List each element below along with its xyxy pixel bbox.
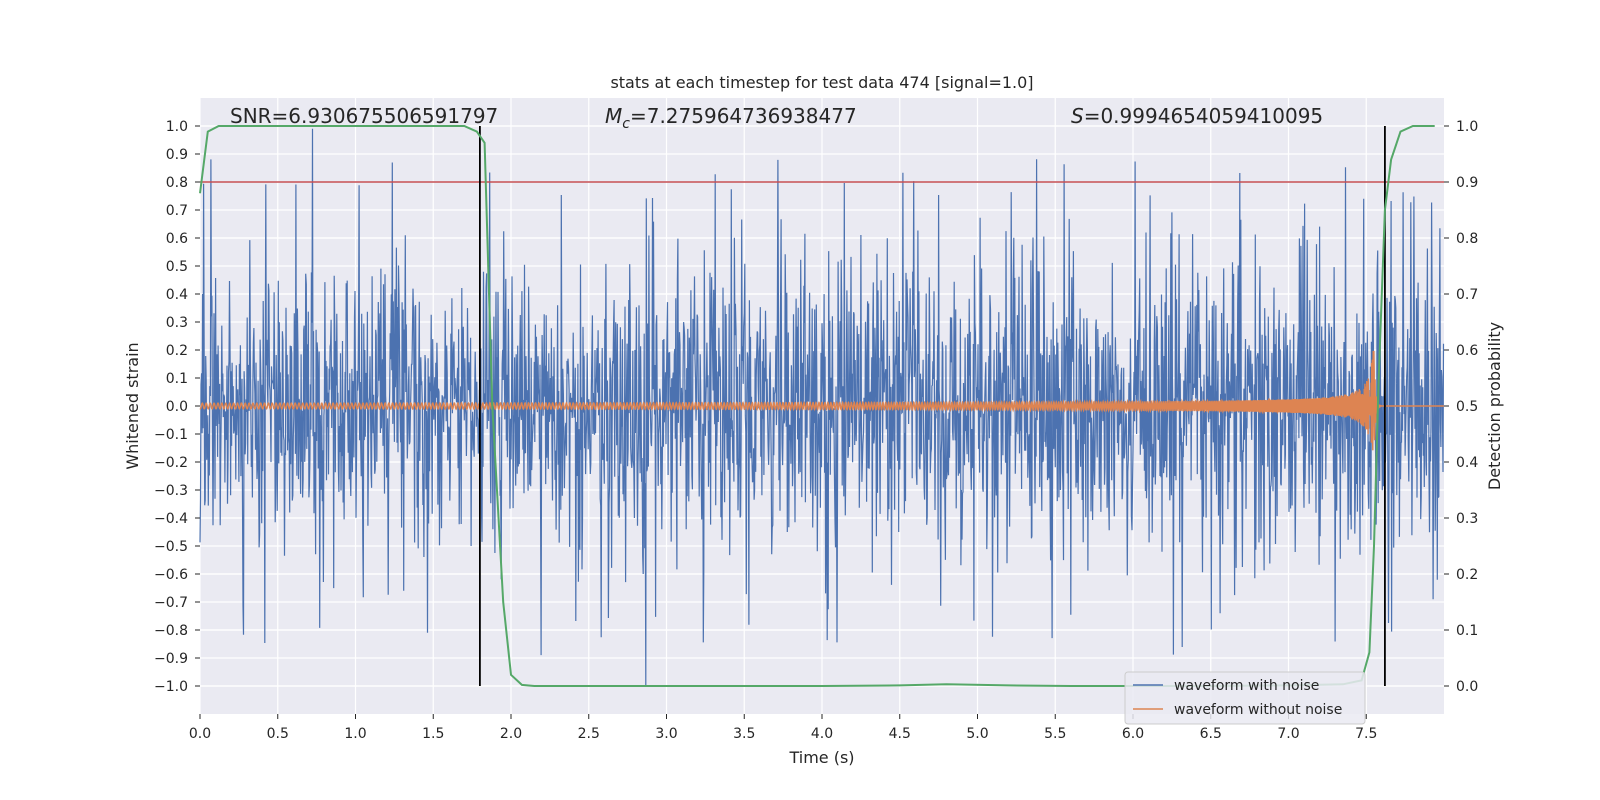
y-left-tick-label-5: 0.5 bbox=[166, 259, 188, 275]
chart-title: stats at each timestep for test data 474… bbox=[610, 73, 1033, 92]
legend-box bbox=[1124, 671, 1366, 725]
legend-label-clean: waveform without noise bbox=[1174, 702, 1342, 718]
y-right-tick-label-9: 0.1 bbox=[1456, 623, 1478, 639]
x-tick-label-11: 5.5 bbox=[1044, 726, 1066, 742]
x-tick-label-4: 2.0 bbox=[500, 726, 522, 742]
x-tick-label-2: 1.0 bbox=[344, 726, 366, 742]
snr-annotation: SNR=6.930675506591797 bbox=[230, 104, 498, 128]
y-left-tick-label-9: 0.1 bbox=[166, 371, 188, 387]
y-left-tick-label-7: 0.3 bbox=[166, 315, 188, 331]
y-left-tick-label-6: 0.4 bbox=[166, 287, 188, 303]
y-left-tick-label-8: 0.2 bbox=[166, 343, 188, 359]
y-left-tick-label-2: 0.8 bbox=[166, 175, 188, 191]
y-left-tick-label-4: 0.6 bbox=[166, 231, 188, 247]
x-tick-label-5: 2.5 bbox=[578, 726, 600, 742]
x-tick-label-13: 6.5 bbox=[1200, 726, 1222, 742]
x-tick-label-6: 3.0 bbox=[655, 726, 677, 742]
y-left-tick-label-0: 1.0 bbox=[166, 119, 188, 135]
y-left-tick-label-3: 0.7 bbox=[166, 203, 188, 219]
mc-value: =7.275964736938477 bbox=[630, 104, 857, 128]
x-tick-label-1: 0.5 bbox=[267, 726, 289, 742]
s-value: =0.9994654059410095 bbox=[1084, 104, 1323, 128]
x-tick-label-0: 0.0 bbox=[189, 726, 211, 742]
y-axis-label-left: Whitened strain bbox=[123, 342, 142, 469]
y-right-tick-label-6: 0.4 bbox=[1456, 455, 1478, 471]
y-left-tick-label-11: −0.1 bbox=[154, 427, 188, 443]
x-tick-label-10: 5.0 bbox=[966, 726, 988, 742]
plot-area bbox=[199, 125, 1445, 687]
y-right-tick-label-3: 0.7 bbox=[1456, 287, 1478, 303]
y-left-tick-label-1: 0.9 bbox=[166, 147, 188, 163]
y-left-tick-label-15: −0.5 bbox=[154, 539, 188, 555]
x-tick-label-3: 1.5 bbox=[422, 726, 444, 742]
y-left-tick-label-13: −0.3 bbox=[154, 483, 188, 499]
x-axis-label: Time (s) bbox=[788, 748, 854, 767]
series-waveform-without-noise bbox=[199, 350, 1444, 451]
mc-annotation: Mc=7.275964736938477 bbox=[605, 104, 857, 132]
x-tick-label-8: 4.0 bbox=[811, 726, 833, 742]
y-left-tick-label-20: −1.0 bbox=[154, 679, 188, 695]
x-tick-label-9: 4.5 bbox=[889, 726, 911, 742]
y-right-tick-label-4: 0.6 bbox=[1456, 343, 1478, 359]
y-left-tick-label-19: −0.9 bbox=[154, 651, 188, 667]
s-symbol: S bbox=[1071, 104, 1084, 128]
series-detection-probability bbox=[199, 125, 1435, 687]
legend-label-noise: waveform with noise bbox=[1174, 678, 1319, 694]
x-tick-label-15: 7.5 bbox=[1355, 726, 1377, 742]
y-right-tick-label-7: 0.3 bbox=[1456, 511, 1478, 527]
ticks: 0.0 0.5 1.0 1.5 2.0 2.5 3.0 3.5 4.0 4.5 5.0 5.5 6.0 6… bbox=[154, 119, 1478, 742]
s-annotation: S=0.9994654059410095 bbox=[1071, 104, 1323, 128]
y-left-tick-label-10: 0.0 bbox=[166, 399, 188, 415]
y-left-tick-label-16: −0.6 bbox=[154, 567, 188, 583]
y-right-tick-label-8: 0.2 bbox=[1456, 567, 1478, 583]
mc-subscript: c bbox=[622, 116, 630, 132]
y-right-tick-label-0: 1.0 bbox=[1456, 119, 1478, 135]
y-right-tick-label-1: 0.9 bbox=[1456, 175, 1478, 191]
y-right-tick-label-5: 0.5 bbox=[1456, 399, 1478, 415]
x-tick-label-14: 7.0 bbox=[1277, 726, 1299, 742]
series-waveform-with-noise bbox=[199, 128, 1445, 687]
mc-symbol: M bbox=[605, 104, 622, 128]
legend: waveform with noise waveform without noi… bbox=[1124, 671, 1366, 725]
y-right-tick-label-2: 0.8 bbox=[1456, 231, 1478, 247]
y-left-tick-label-12: −0.2 bbox=[154, 455, 188, 471]
y-left-tick-label-14: −0.4 bbox=[154, 511, 188, 527]
y-left-tick-label-18: −0.8 bbox=[154, 623, 188, 639]
y-right-tick-label-10: 0.0 bbox=[1456, 679, 1478, 695]
y-axis-label-right: Detection probability bbox=[1485, 322, 1504, 490]
y-left-tick-label-17: −0.7 bbox=[154, 595, 188, 611]
x-tick-label-12: 6.0 bbox=[1122, 726, 1144, 742]
x-tick-label-7: 3.5 bbox=[733, 726, 755, 742]
